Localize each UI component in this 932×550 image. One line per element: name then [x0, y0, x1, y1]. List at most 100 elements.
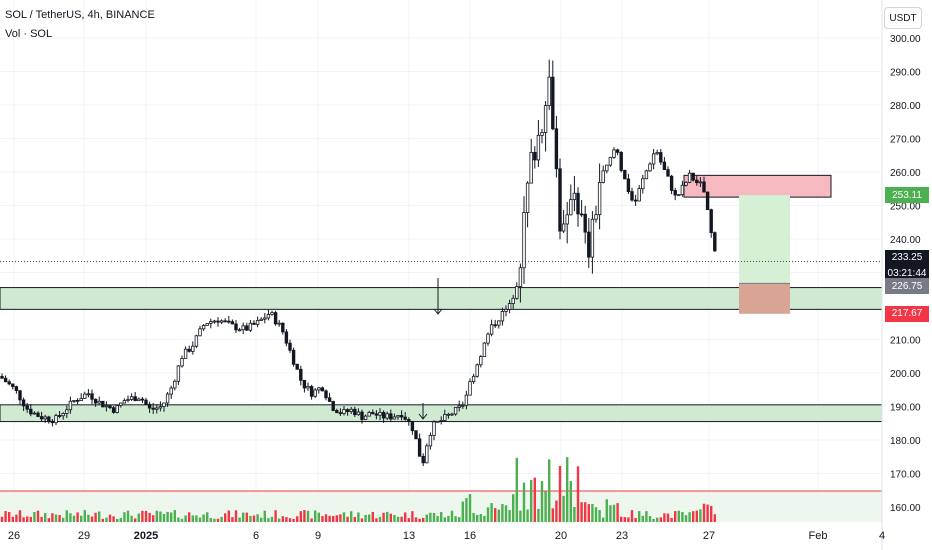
candle-down [335, 410, 339, 414]
volume-bar-up [119, 518, 122, 522]
candle-down [309, 386, 314, 397]
volume-bar-up [519, 510, 522, 522]
candle-down [111, 407, 116, 413]
candle-up [349, 408, 353, 412]
candle-up [453, 407, 458, 415]
volume-bar-up [278, 518, 281, 522]
volume-bar-up [609, 505, 612, 522]
candle-down [21, 399, 26, 407]
candle-up [83, 393, 87, 399]
candle-up [306, 386, 310, 389]
candle-up [651, 153, 656, 165]
currency-button[interactable]: USDT [884, 7, 922, 29]
candles-layer [0, 59, 717, 467]
candle-up [504, 309, 508, 312]
volume-bar-down [58, 515, 61, 522]
volume-bar-down [101, 518, 104, 522]
candle-down [302, 379, 307, 389]
time-tick-label: 6 [253, 530, 259, 542]
candle-down [295, 363, 299, 370]
candle-up [482, 342, 487, 358]
volume-bar-up [270, 516, 274, 522]
candle-up [317, 387, 321, 391]
volume-bar-down [36, 510, 40, 522]
time-axis[interactable]: 26 29 2025 6 9 13 16 20 23 27 Feb 4 [8, 530, 885, 542]
arrow-head [418, 413, 428, 420]
volume-bar-down [576, 466, 580, 522]
volume-bar-up [350, 511, 353, 522]
volume-bar-down [695, 510, 698, 522]
candle-up [119, 402, 123, 406]
volume-bar-down [288, 518, 292, 522]
price-tick-label: 300.00 [890, 34, 921, 45]
candle-down [7, 381, 11, 385]
volume-bar-up [69, 513, 72, 522]
candle-down [407, 419, 411, 422]
candle-down [360, 411, 364, 420]
volume-bar-down [47, 518, 50, 522]
candle-down [691, 172, 695, 181]
candle-down [324, 390, 328, 399]
volume-bar-up [162, 514, 166, 522]
grid-lines [0, 0, 883, 522]
volume-bar-down [231, 517, 234, 522]
volume-bar-up [368, 514, 371, 522]
volume-bar-up [126, 510, 130, 522]
candle-up [97, 400, 101, 404]
volume-bar-up [116, 518, 119, 522]
volume-bar-down [227, 510, 230, 522]
volume-bars [0, 457, 716, 522]
candle-down [662, 161, 667, 170]
candle-up [569, 199, 573, 216]
candle-up [155, 407, 159, 410]
candle-down [576, 192, 580, 215]
volume-legend[interactable]: Vol · SOL [5, 28, 53, 40]
volume-bar-up [458, 517, 461, 522]
candle-up [698, 181, 703, 184]
candle-up [180, 358, 184, 367]
candle-down [36, 412, 40, 417]
volume-bar-down [674, 511, 677, 522]
volume-bar-up [249, 515, 252, 522]
volume-bar-up [638, 511, 641, 522]
volume-bar-up [566, 457, 569, 522]
volume-bar-up [504, 505, 508, 522]
candle-down [558, 168, 562, 232]
candle-down [284, 331, 289, 344]
candle-up [608, 156, 613, 166]
volume-bar-down [616, 503, 619, 522]
time-tick-label: 2025 [134, 530, 158, 542]
time-tick-label: 13 [403, 530, 415, 542]
volume-bar-up [202, 514, 205, 522]
symbol-legend[interactable]: SOL / TetherUS, 4h, BINANCE [5, 9, 155, 21]
candle-down [291, 349, 296, 365]
price-axis[interactable]: 160.00 170.00 180.00 190.00 200.00 210.00 240.… [881, 0, 921, 550]
candle-up [511, 297, 515, 304]
volume-bar-up [33, 512, 36, 522]
candle-up [169, 387, 173, 395]
volume-bar-up [447, 515, 450, 522]
candle-up [594, 214, 598, 220]
volume-bar-down [285, 517, 288, 522]
volume-bar-down [18, 510, 22, 522]
candle-up [32, 412, 37, 415]
volume-bar-up [443, 517, 446, 522]
volume-bar-down [245, 512, 248, 522]
countdown-label: 03:21:44 [885, 265, 929, 282]
price-tick-label: 160.00 [890, 503, 921, 514]
volume-bar-up [645, 511, 648, 522]
volume-bar-down [634, 517, 637, 522]
candle-down [93, 398, 98, 404]
price-tick-label: 270.00 [890, 135, 921, 146]
candle-up [475, 364, 479, 377]
volume-bar-down [94, 512, 97, 522]
candle-up [392, 416, 397, 420]
volume-bar-down [40, 516, 43, 522]
candle-up [677, 194, 681, 197]
volume-bar-up [656, 517, 659, 522]
candle-up [637, 188, 641, 202]
candle-up [464, 394, 469, 406]
candle-up [605, 164, 609, 172]
time-tick-label: Feb [809, 530, 828, 542]
